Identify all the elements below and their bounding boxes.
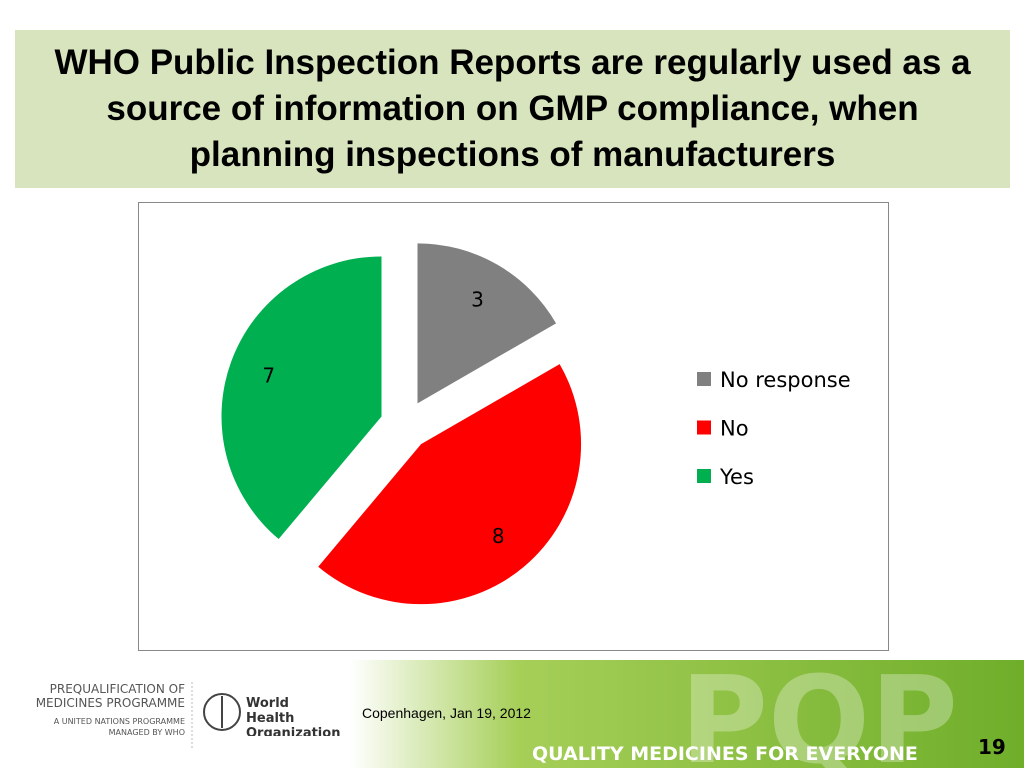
slide-title: WHO Public Inspection Reports are regula… xyxy=(15,30,1010,188)
legend-swatch xyxy=(697,372,711,386)
who-name: World Health Organization xyxy=(246,696,341,736)
footer: PQP QUALITY MEDICINES FOR EVERYONE 19 Co… xyxy=(35,660,1024,768)
who-emblem xyxy=(203,693,241,731)
footer-band xyxy=(350,660,1024,768)
programme: PREQUALIFICATION OF MEDICINES PROGRAMME xyxy=(35,682,185,710)
chart: 3 8 7 No response No Yes xyxy=(221,243,851,605)
place-date: Copenhagen, Jan 19, 2012 xyxy=(362,705,531,721)
un-note: A UNITED NATIONS PROGRAMME MANAGED BY WH… xyxy=(53,717,185,737)
legend-label: No xyxy=(720,417,749,441)
legend-label: No response xyxy=(720,368,851,392)
programme-box: PREQUALIFICATION OF MEDICINES PROGRAMME … xyxy=(35,682,185,737)
who-box: World Health Organization xyxy=(246,696,341,736)
pie-slice xyxy=(318,364,582,605)
legend-label: Yes xyxy=(719,465,754,489)
pie-slice xyxy=(417,243,557,404)
data-label: 8 xyxy=(492,524,505,548)
pie-slice xyxy=(221,256,382,540)
legend-swatch xyxy=(697,469,711,483)
slogan: QUALITY MEDICINES FOR EVERYONE xyxy=(532,743,918,765)
data-label: 3 xyxy=(471,287,484,311)
legend-swatch xyxy=(697,420,711,435)
brand-mark: PQP xyxy=(680,660,958,768)
data-label: 7 xyxy=(262,363,275,387)
page-number: 19 xyxy=(978,735,1006,759)
chart-frame xyxy=(138,202,889,651)
